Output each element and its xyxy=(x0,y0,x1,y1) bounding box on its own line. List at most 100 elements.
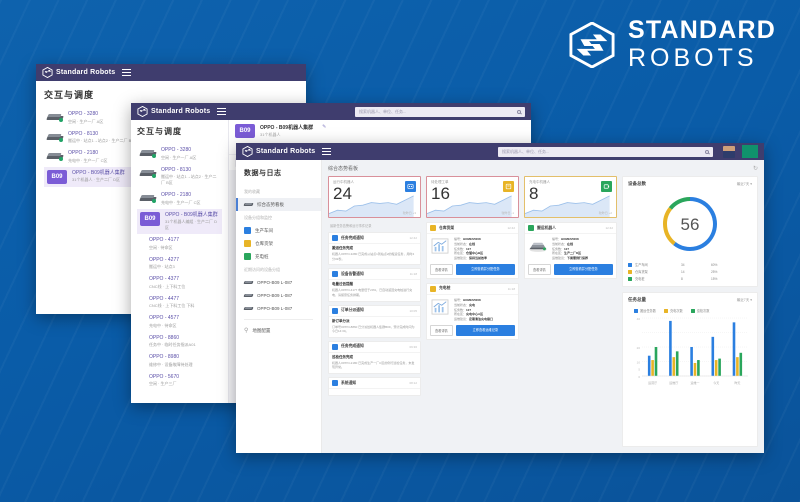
ticket-icon xyxy=(503,181,514,192)
search-placeholder: 搜索机器人、单位、任务... xyxy=(359,108,407,114)
list-item[interactable]: OPPO - 4477 CNC线 · 上下料工位 下料 xyxy=(137,293,222,313)
sidebar-item-warehouse[interactable]: 仓库货架 xyxy=(236,237,321,250)
divider xyxy=(244,319,313,320)
sidebar-group-label: 我的收藏 xyxy=(244,189,260,194)
message-time: 10:05 xyxy=(409,308,417,313)
sidebar-item-factory[interactable]: 生产车间 xyxy=(236,224,321,237)
robot-icon xyxy=(243,292,254,299)
app-logo: Standard Robots xyxy=(42,67,115,78)
hamburger-menu-icon[interactable] xyxy=(322,147,332,156)
secondary-button[interactable]: 查看详情 xyxy=(430,324,453,336)
bar xyxy=(669,320,672,376)
list-item[interactable]: OPPO - 4177 空闲 · 待命区 xyxy=(137,234,222,254)
cluster-title: OPPO - B09机器人集群 xyxy=(260,125,314,131)
sidebar-item-dashboard[interactable]: 综合态势看板 xyxy=(236,198,321,211)
list-item[interactable]: OPPO - 2180 充电中 · 生产一厂 C区 xyxy=(137,189,222,209)
kpi-card[interactable]: 充电中机器人 8 较昨日 +2 xyxy=(524,176,617,218)
list-item[interactable]: OPPO - 8130 搬运中 · 站点1→站点2 · 生产二厂 B区 xyxy=(137,164,222,190)
list-item-sub: CNC线 · 上下料工位 xyxy=(149,283,186,289)
avatar[interactable] xyxy=(723,145,735,158)
message-card[interactable]: 设备告警通知 11:18 电量过低提醒 机器人OPPO-4177 电量低于20%，已自… xyxy=(328,268,421,302)
refresh-icon[interactable]: ↻ xyxy=(752,166,758,172)
message-subtitle: 巡检任务完成 xyxy=(332,354,353,359)
cluster-badge: B09 xyxy=(47,169,67,184)
detail-card[interactable]: 充电桩 11:18 编号：HOMES5008 当前状态：充电 任务数：127 所在区：充电… xyxy=(426,282,519,340)
list-item-sub: CNC线 · 上下料工位 下料 xyxy=(149,303,195,308)
list-item-name: OPPO - 4477 xyxy=(149,295,180,302)
detail-row: 编号：HOMES5008 xyxy=(454,237,481,241)
list-item-sub: 搬运中 · 站点1→站点2 · 生产二厂 B区 xyxy=(161,174,217,185)
message-card[interactable]: 任务完成通知 09:36 巡检任务完成 机器人OPPO-2180 已完成生产一厂C区的… xyxy=(328,340,421,375)
sidebar-device-label: OPPO-B09 L-087 xyxy=(257,306,293,311)
primary-button[interactable]: 立即查看并分配任务 xyxy=(553,263,613,275)
list-item[interactable]: OPPO - 4577 充电中 · 待命区 xyxy=(137,312,222,332)
primary-button[interactable]: 立即查看并分配任务 xyxy=(455,263,515,275)
list-item-sub: 空闲 · 生产三厂 xyxy=(149,381,177,386)
sidebar-item-charger[interactable]: 充电桩 xyxy=(236,250,321,263)
message-card[interactable]: 任务完成通知 12:42 搬运任务完成 机器人OPPO-3280 已完成从站点1到站点… xyxy=(328,232,421,266)
robot-icon xyxy=(139,167,157,178)
hamburger-menu-icon[interactable] xyxy=(122,68,132,77)
message-time: 12:42 xyxy=(409,236,417,240)
donut-legend: 生产车间 34 60% 仓库货架 14 25% 充电桩 8 15% xyxy=(628,261,752,282)
chart-thumb-icon xyxy=(430,298,450,316)
secondary-button[interactable]: 查看详情 xyxy=(430,263,453,275)
list-item-sub: 充电中 · 生产一厂 C区 xyxy=(68,157,108,163)
sidebar-device-item[interactable]: OPPO-B09 L-087 xyxy=(236,276,321,289)
sidebar-item-map[interactable]: ⚲ 地图配置 xyxy=(236,324,321,337)
list-item-sub: 任务中 · 临时任务指派A01 xyxy=(149,342,196,347)
hamburger-menu-icon[interactable] xyxy=(217,107,227,116)
y-tick: 5 xyxy=(638,368,640,372)
kpi-card[interactable]: 运行中机器人 24 较昨日 +3 xyxy=(328,176,421,218)
list-item-sub: 空闲 · 生产一厂 A区 xyxy=(68,118,104,124)
legend-swatch xyxy=(628,262,632,267)
x-tick: 运营厅 xyxy=(648,380,657,385)
device-card[interactable]: 搬运机器人 12:42 xyxy=(524,222,617,279)
kpi-sparkline xyxy=(329,195,414,217)
list-item-selected[interactable]: B09 OPPO - B09机器人集群 31个机器人编组 · 生产二厂 D区 xyxy=(137,208,222,234)
message-card[interactable]: 订单分派通知 10:05 新订单分派 订单号OPPO-8860 已分派给机器人集群B0… xyxy=(328,304,421,338)
message-title: 设备告警通知 xyxy=(341,271,364,276)
detail-card[interactable]: 仓库货架 12:42 编号：HOMES5008 当前状态：在线 任务数：127 所在区：仓… xyxy=(426,222,519,279)
bar xyxy=(739,352,743,376)
bar xyxy=(675,351,679,376)
list-item[interactable]: OPPO - 5670 空闲 · 生产三厂 xyxy=(137,371,222,391)
primary-button[interactable]: 立即查看运维记录 xyxy=(455,324,515,336)
legend-row: 生产车间 34 60% xyxy=(628,261,752,268)
sidebar-device-item[interactable]: OPPO-B09 L-087 xyxy=(236,302,321,315)
range-selector[interactable]: 最近7天 ▾ xyxy=(737,298,752,303)
panel-title: 设备总数 xyxy=(628,181,646,186)
secondary-button[interactable]: 查看详情 xyxy=(528,263,551,275)
list-item-sub: 充电中 · 生产一厂 C区 xyxy=(161,199,201,205)
window-front-dashboard[interactable]: Standard Robots 搜索机器人、单位、任务... 数据与日志 我的收… xyxy=(236,143,764,453)
sidebar-group-label: 设备分组和监控 xyxy=(244,215,272,220)
legend-row: 充电桩 8 15% xyxy=(628,275,752,282)
search-input[interactable]: 搜索机器人、单位、任务... xyxy=(498,146,713,157)
sidebar-title: 数据与日志 xyxy=(244,170,282,177)
kpi-row: 运行中机器人 24 较昨日 +3 待处理工 xyxy=(328,176,617,218)
window-middle-sidebar[interactable]: 交互与调度 OPPO - 3280 空闲 · 生产一厂 A区 OPPO - 8130… xyxy=(131,120,229,403)
warehouse-icon xyxy=(430,225,436,231)
kpi-card[interactable]: 待处理工单 16 较昨日 -1 xyxy=(426,176,519,218)
range-selector[interactable]: 最近7天 ▾ xyxy=(737,182,752,187)
list-item[interactable]: OPPO - 3280 空闲 · 生产一厂 A区 xyxy=(137,144,222,164)
dashboard-sidebar: 数据与日志 我的收藏 综合态势看板 设备分组和监控 生产车间 仓库货架 充电桩 … xyxy=(236,160,322,453)
message-body: 机器人OPPO-4177 电量低于20%，已自动返回充电桩进行充电，请留意任务排… xyxy=(332,288,413,297)
list-item[interactable]: OPPO - 4377 CNC线 · 上下料工位 xyxy=(137,273,222,293)
list-item[interactable]: OPPO - 8860 任务中 · 临时任务指派A01 xyxy=(137,332,222,352)
sidebar-item-label: 地图配置 xyxy=(252,327,271,333)
cluster-header-card: B09 OPPO - B09机器人集群 31个机器人 ✎ xyxy=(229,120,531,142)
search-input[interactable]: 搜索机器人、单位、任务... xyxy=(355,106,525,117)
list-item[interactable]: OPPO - 4277 搬运中 · 站点3 xyxy=(137,254,222,274)
list-item[interactable]: OPPO - 3280 空闲 · 生产一厂 A区 xyxy=(44,108,298,128)
sidebar-device-item[interactable]: OPPO-B09 L-087 xyxy=(236,289,321,302)
list-item[interactable]: OPPO - 2180 充电中 · 生产一厂 C区 xyxy=(44,147,298,167)
list-item[interactable]: OPPO - 8980 维修中 · 设备故障待处理 xyxy=(137,351,222,371)
message-icon xyxy=(332,307,338,314)
message-card[interactable]: 系统通知 08:12 xyxy=(328,377,421,397)
bar xyxy=(651,360,654,376)
list-item[interactable]: OPPO - 8130 搬运中 · 站点1→站点2 · 生产二厂 B区 xyxy=(44,128,298,148)
pencil-icon[interactable]: ✎ xyxy=(322,124,327,130)
message-time: 11:18 xyxy=(409,272,417,277)
detail-row: 所在区：仓储中心B区 xyxy=(454,251,484,256)
